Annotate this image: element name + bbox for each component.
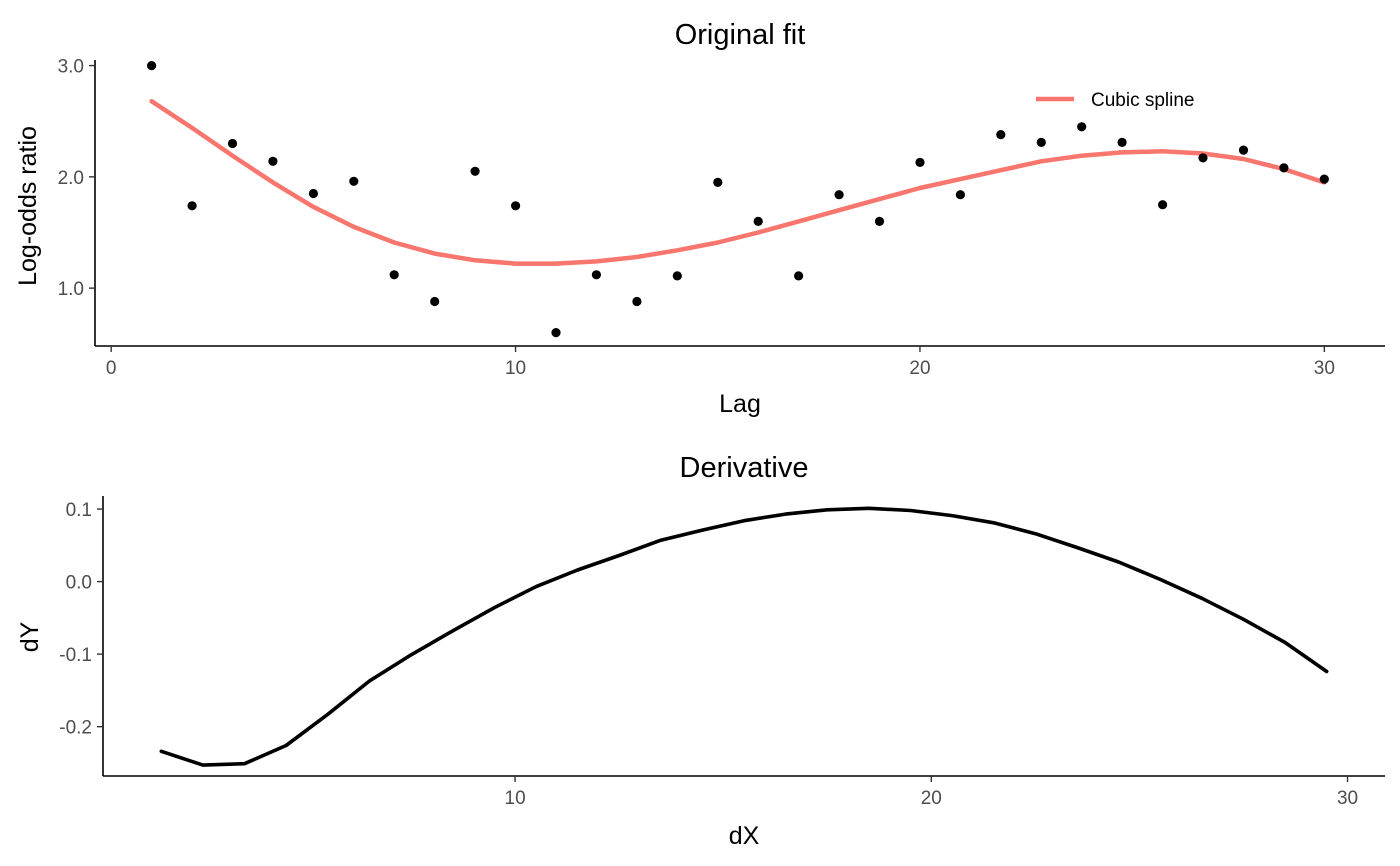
data-point — [1198, 153, 1208, 163]
legend-label: Cubic spline — [1091, 90, 1195, 111]
data-point — [551, 328, 561, 338]
data-points — [147, 61, 1329, 338]
panel2-x-tick-label: 30 — [1337, 788, 1358, 809]
panel2-x-ticks: 10 20 30 — [505, 776, 1358, 809]
panel1-x-tick-label: 10 — [505, 358, 526, 379]
panel-derivative: Derivative dX dY 10 20 30 -0.2 -0.1 0.0 … — [16, 452, 1385, 850]
panel1-y-tick-label: 3.0 — [58, 57, 84, 78]
data-point — [430, 296, 440, 307]
data-point — [349, 176, 359, 186]
panel1-title: Original fit — [675, 19, 806, 51]
data-point — [713, 177, 723, 187]
data-point — [955, 190, 966, 200]
data-point — [510, 201, 521, 211]
data-point — [1238, 145, 1249, 155]
data-point — [672, 271, 682, 281]
panel2-x-tick-label: 20 — [921, 788, 942, 809]
data-point — [915, 157, 925, 167]
data-point — [996, 130, 1006, 140]
data-point — [470, 166, 480, 176]
data-point — [389, 270, 399, 280]
data-point — [268, 156, 278, 166]
data-point — [1279, 163, 1289, 173]
data-point — [794, 271, 804, 281]
data-point — [187, 201, 197, 211]
panel1-x-ticks: 0 10 20 30 — [106, 346, 1335, 379]
panel1-xlabel: Lag — [719, 390, 761, 418]
data-point — [874, 216, 885, 226]
panel2-ylabel: dY — [16, 621, 44, 652]
data-point — [1117, 137, 1127, 147]
panel2-y-ticks: -0.2 -0.1 0.0 0.1 — [59, 500, 103, 739]
data-point — [1077, 122, 1087, 132]
derivative-line — [159, 506, 1329, 767]
data-point — [1158, 200, 1168, 210]
panel1-y-ticks: 1.0 2.0 3.0 — [58, 57, 95, 300]
panel1-x-tick-label: 0 — [106, 358, 117, 379]
panel2-x-tick-label: 10 — [505, 788, 526, 809]
panel2-y-tick-label: -0.1 — [59, 645, 92, 666]
data-point — [308, 188, 318, 199]
data-point — [591, 270, 602, 280]
data-point — [147, 61, 157, 71]
data-point — [834, 190, 844, 200]
panel2-title: Derivative — [680, 452, 809, 484]
panel-original-fit: Original fit Lag Log-odds ratio 0 10 20 … — [14, 19, 1385, 418]
data-point — [753, 216, 763, 226]
data-point — [1319, 174, 1329, 184]
panel1-x-tick-label: 20 — [909, 358, 930, 379]
data-point — [632, 296, 642, 307]
panel1-y-tick-label: 2.0 — [58, 168, 84, 189]
data-point — [1036, 137, 1046, 147]
data-point — [227, 138, 238, 149]
panel1-ylabel: Log-odds ratio — [14, 126, 42, 286]
panel2-xlabel: dX — [729, 822, 760, 850]
legend: Cubic spline — [1036, 90, 1195, 111]
panel1-x-tick-label: 30 — [1314, 358, 1335, 379]
panel2-y-tick-label: -0.2 — [59, 718, 92, 739]
panel2-y-tick-label: 0.1 — [66, 500, 92, 521]
spline-curve — [149, 98, 1327, 266]
panel1-y-tick-label: 1.0 — [58, 279, 84, 300]
panel2-y-tick-label: 0.0 — [66, 573, 92, 594]
